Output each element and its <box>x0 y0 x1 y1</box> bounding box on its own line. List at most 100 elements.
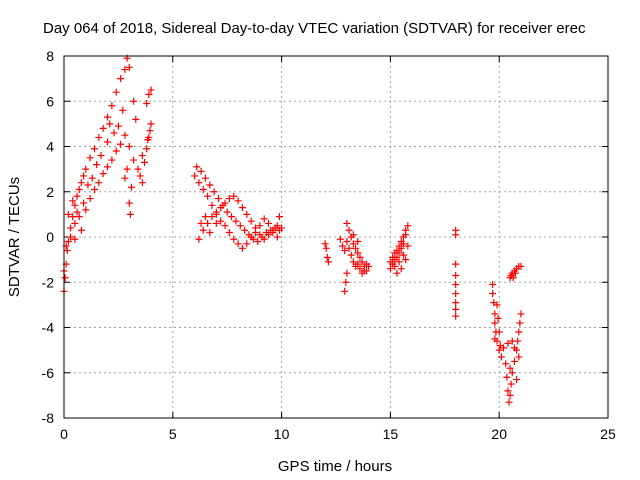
data-point <box>112 147 120 155</box>
data-point <box>228 213 236 221</box>
data-point <box>512 269 520 277</box>
data-point <box>210 188 218 196</box>
grid <box>64 56 608 418</box>
data-point <box>507 380 515 388</box>
data-point <box>199 185 207 193</box>
data-point <box>349 240 357 248</box>
data-point <box>82 165 90 173</box>
data-point <box>123 165 131 173</box>
y-axis-label: SDTVAR / TECUs <box>6 177 23 297</box>
data-point <box>75 185 83 193</box>
data-point <box>386 265 394 273</box>
data-point <box>513 376 521 384</box>
data-point <box>504 387 512 395</box>
x-tick-label: 15 <box>383 426 399 442</box>
data-point <box>232 217 240 225</box>
data-point <box>141 158 149 166</box>
data-point <box>503 373 511 381</box>
data-point <box>360 267 368 275</box>
data-point <box>132 115 140 123</box>
data-point <box>223 208 231 216</box>
data-point <box>356 253 364 261</box>
y-tick-label: 2 <box>46 184 54 200</box>
data-point <box>251 228 259 236</box>
data-point <box>191 172 199 180</box>
data-point <box>343 238 351 246</box>
data-point <box>354 260 362 268</box>
data-point <box>515 353 523 361</box>
data-point <box>354 238 362 246</box>
data-point <box>273 222 281 230</box>
data-point <box>452 305 460 313</box>
data-point <box>106 120 114 128</box>
data-series <box>191 172 283 252</box>
data-point <box>126 210 134 218</box>
data-point <box>75 213 83 221</box>
data-point <box>500 344 508 352</box>
data-point <box>99 124 107 132</box>
data-point <box>230 192 238 200</box>
data-point <box>146 127 154 135</box>
data-point <box>95 179 103 187</box>
data-point <box>510 344 518 352</box>
data-point <box>491 310 499 318</box>
data-point <box>121 131 129 139</box>
data-point <box>143 145 151 153</box>
data-point <box>339 242 347 250</box>
data-point <box>125 143 133 150</box>
data-point <box>193 163 201 171</box>
data-point <box>402 256 410 264</box>
data-point <box>201 213 209 221</box>
data-points <box>60 54 525 406</box>
y-tick-label: -2 <box>42 274 55 290</box>
data-point <box>497 353 505 361</box>
data-point <box>143 100 151 108</box>
data-point <box>452 299 460 307</box>
data-point <box>236 222 244 230</box>
data-point <box>452 260 460 268</box>
data-point <box>452 312 460 320</box>
data-point <box>491 319 499 327</box>
data-point <box>195 235 203 243</box>
data-point <box>77 179 85 187</box>
x-tick-label: 0 <box>60 426 68 442</box>
data-point <box>63 247 71 255</box>
data-series <box>386 222 412 277</box>
data-point <box>397 265 405 273</box>
data-point <box>225 195 233 203</box>
data-point <box>71 235 79 243</box>
data-point <box>393 247 401 255</box>
data-series <box>452 226 525 406</box>
data-point <box>110 129 118 137</box>
data-point <box>99 170 107 178</box>
x-axis-label: GPS time / hours <box>278 458 392 475</box>
data-point <box>112 88 120 96</box>
data-point <box>275 213 283 221</box>
data-series <box>195 192 286 243</box>
data-point <box>256 231 264 239</box>
data-point <box>134 165 142 173</box>
data-series <box>321 219 373 295</box>
data-point <box>73 208 81 216</box>
data-point <box>104 113 112 121</box>
data-point <box>104 138 112 146</box>
data-point <box>127 183 135 191</box>
data-series <box>60 54 133 295</box>
data-point <box>117 140 125 148</box>
data-point <box>144 136 152 144</box>
data-point <box>452 271 460 279</box>
data-point <box>214 195 222 203</box>
data-point <box>130 156 138 164</box>
data-point <box>82 206 90 214</box>
data-point <box>114 122 122 130</box>
x-tick-label: 25 <box>600 426 616 442</box>
data-point <box>402 226 410 234</box>
data-point <box>90 145 98 153</box>
data-point <box>404 222 412 230</box>
data-point <box>349 231 357 239</box>
y-tick-label: 4 <box>46 139 54 155</box>
data-point <box>90 185 98 193</box>
data-point <box>197 219 205 227</box>
x-tick-label: 10 <box>274 426 290 442</box>
